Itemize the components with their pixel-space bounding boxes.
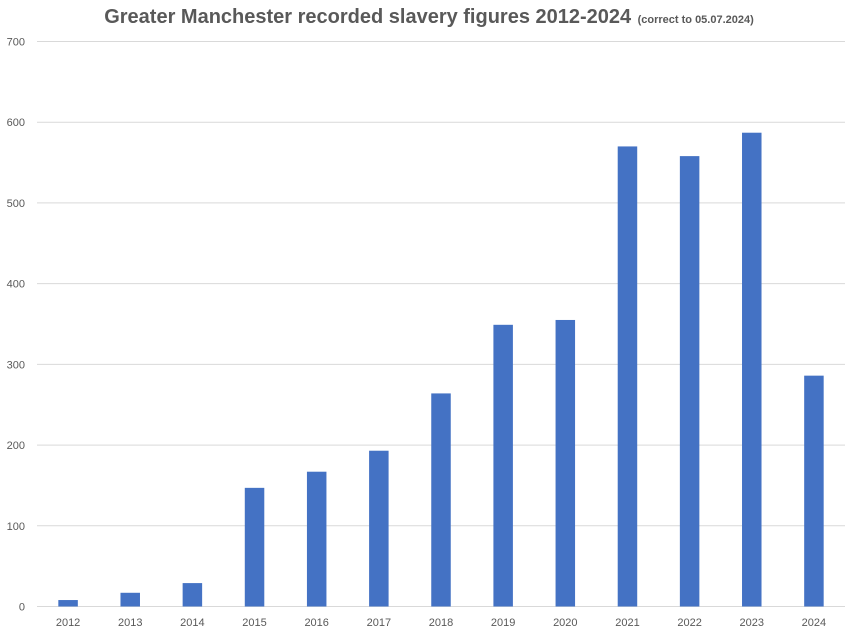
bar (617, 146, 638, 607)
x-tick-label: 2023 (740, 617, 764, 629)
bar (431, 393, 451, 607)
bar (369, 450, 389, 607)
bar (58, 600, 78, 607)
x-tick-label: 2018 (429, 617, 453, 629)
bar (120, 592, 140, 607)
chart-title-block: Greater Manchester recorded slavery figu… (0, 6, 858, 29)
y-tick-label: 400 (7, 279, 25, 291)
x-tick-label: 2015 (242, 617, 266, 629)
x-tick-label: 2021 (615, 617, 639, 629)
bar (306, 471, 327, 607)
y-tick-label: 500 (7, 198, 25, 210)
bar (182, 583, 203, 607)
x-tick-label: 2016 (304, 617, 328, 629)
x-tick-label: 2019 (491, 617, 515, 629)
x-tick-label: 2017 (367, 617, 391, 629)
bar (244, 487, 265, 607)
y-tick-label: 100 (7, 521, 25, 533)
x-tick-label: 2024 (802, 617, 826, 629)
x-tick-label: 2012 (56, 617, 80, 629)
y-tick-label: 600 (7, 117, 25, 129)
bar (804, 375, 824, 607)
chart-title: Greater Manchester recorded slavery figu… (104, 6, 632, 28)
x-tick-label: 2020 (553, 617, 577, 629)
x-tick-label: 2013 (118, 617, 142, 629)
bar (742, 132, 762, 607)
bar (555, 319, 576, 607)
x-tick-label: 2014 (180, 617, 204, 629)
bar (493, 324, 513, 607)
x-tick-label: 2022 (677, 617, 701, 629)
y-tick-label: 700 (7, 37, 25, 49)
y-tick-label: 0 (19, 602, 25, 614)
y-tick-label: 200 (7, 440, 25, 452)
y-tick-label: 300 (7, 359, 25, 371)
chart-subtitle: (correct to 05.07.2024) (637, 14, 754, 26)
bar (679, 156, 700, 607)
